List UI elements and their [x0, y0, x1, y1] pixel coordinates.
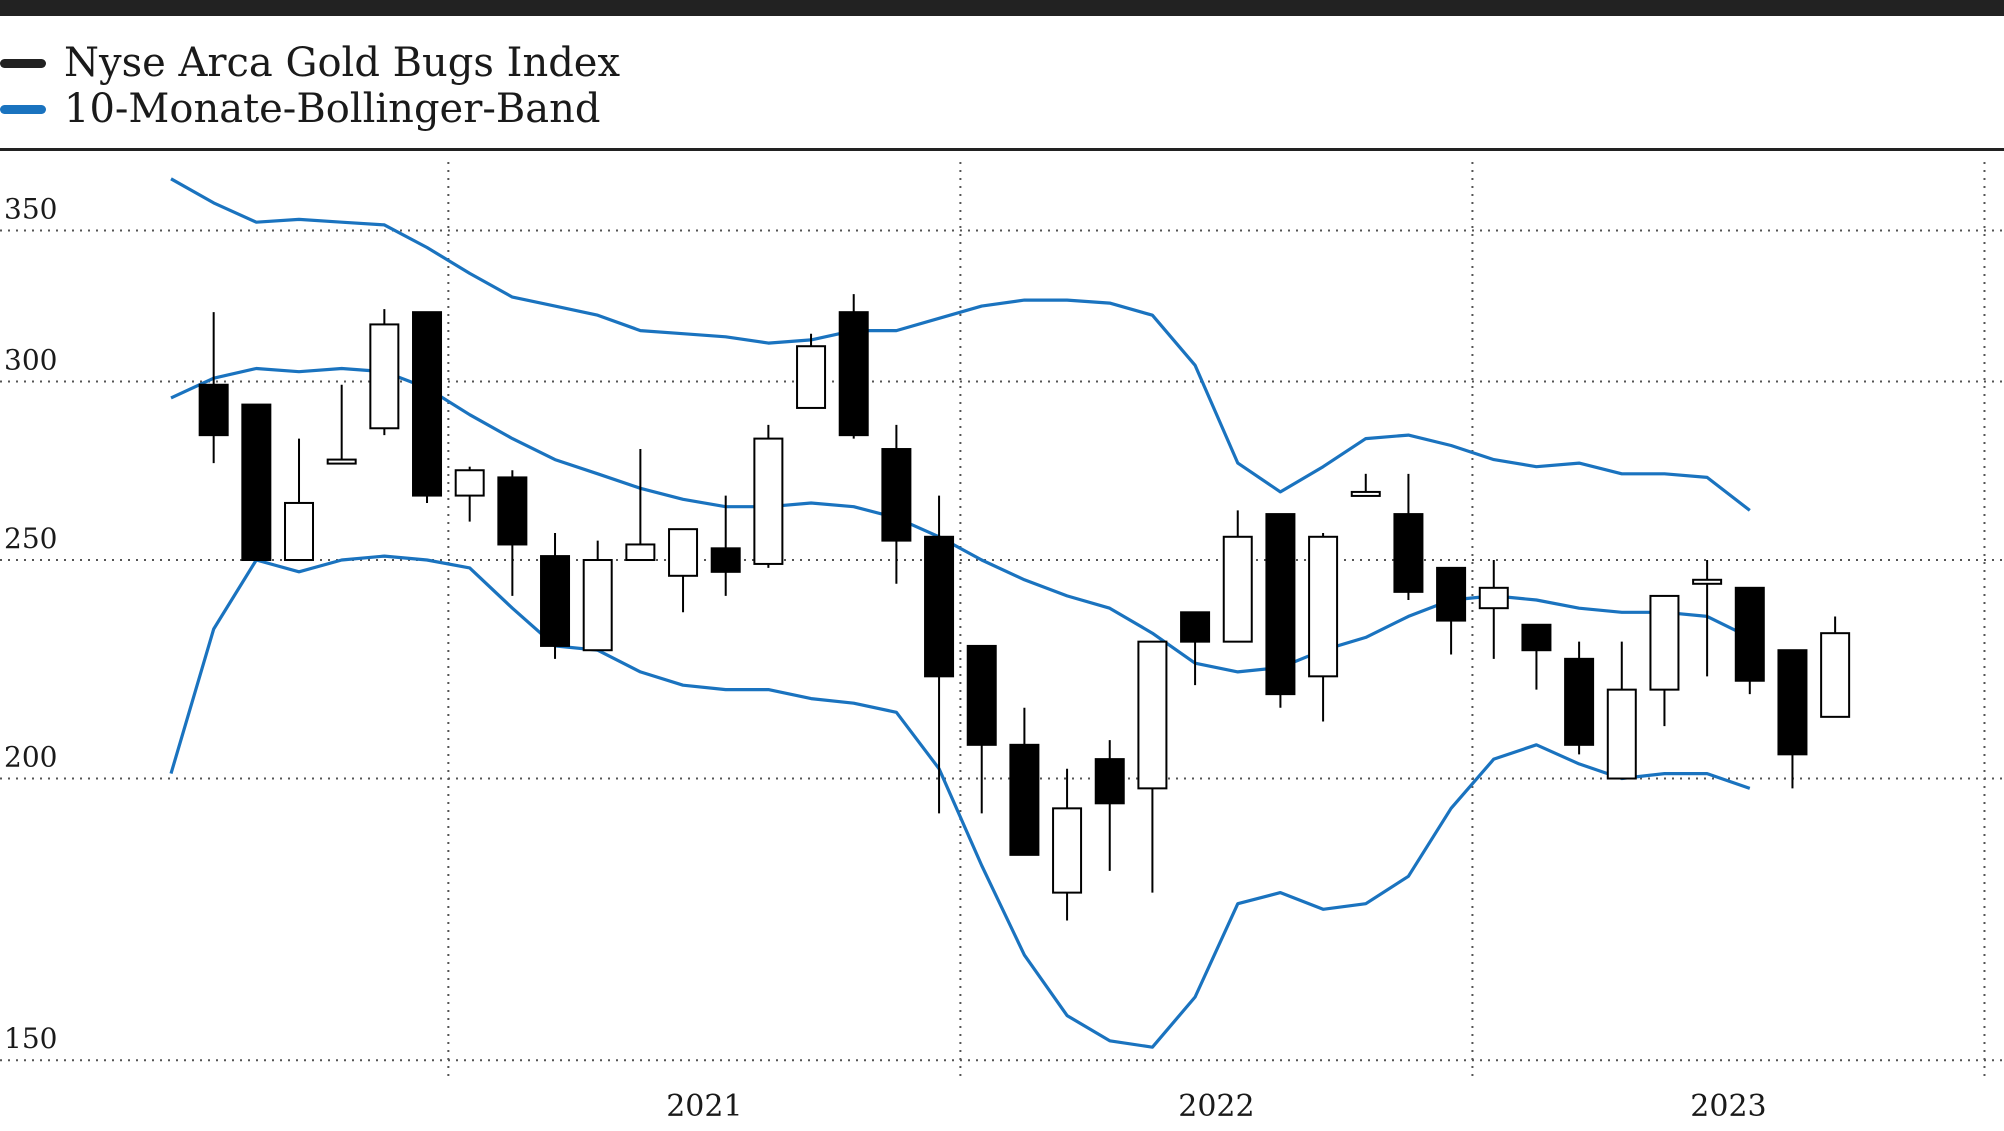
candle-body — [1777, 649, 1808, 756]
candle-body — [1137, 640, 1168, 790]
chart-legend: Nyse Arca Gold Bugs Index 10-Monate-Boll… — [0, 40, 620, 132]
candle-body — [1308, 535, 1339, 678]
candle-body — [838, 311, 869, 437]
candle-body — [1350, 490, 1381, 497]
legend-swatch-bollinger — [0, 104, 46, 114]
y-tick-label: 150 — [4, 1022, 57, 1055]
bollinger-upper-line — [170, 177, 1751, 512]
candle-body — [966, 644, 997, 746]
candle-body — [369, 323, 400, 430]
candle-body — [924, 535, 955, 678]
x-tick-label: 2023 — [1690, 1089, 1766, 1124]
candle-body — [796, 345, 827, 409]
candle-body — [1094, 758, 1125, 805]
candle-body — [326, 458, 357, 465]
candle-body — [668, 528, 699, 577]
candle-body — [1180, 611, 1211, 643]
y-tick-label: 200 — [4, 741, 57, 774]
candle-body — [1222, 535, 1253, 643]
candle-body — [454, 469, 485, 497]
y-tick-label: 300 — [4, 343, 57, 376]
candle-body — [710, 547, 741, 573]
candle-body — [1606, 688, 1637, 780]
bollinger-lower-line — [169, 554, 1751, 1049]
x-tick-label: 2021 — [666, 1089, 742, 1124]
candle-body — [1478, 586, 1509, 610]
legend-item-index: Nyse Arca Gold Bugs Index — [0, 40, 620, 86]
legend-swatch-index — [0, 58, 46, 68]
legend-item-bollinger: 10-Monate-Bollinger-Band — [0, 86, 620, 132]
candle-body — [1734, 586, 1765, 682]
legend-label-index: Nyse Arca Gold Bugs Index — [64, 40, 621, 86]
candle-body — [1436, 566, 1467, 622]
candle-body — [497, 476, 528, 546]
candle-body — [582, 559, 613, 652]
candle-body — [1265, 513, 1296, 696]
candle-body — [753, 437, 784, 565]
candle-body — [1009, 743, 1040, 856]
candle-body — [198, 383, 229, 437]
candle-body — [1820, 632, 1851, 718]
legend-label-bollinger: 10-Monate-Bollinger-Band — [64, 86, 601, 132]
candle-body — [540, 555, 571, 647]
candle-body — [412, 311, 443, 497]
candle-body — [1393, 513, 1424, 593]
y-tick-label: 350 — [4, 193, 57, 226]
candle-body — [881, 448, 912, 542]
candle-body — [1564, 657, 1595, 746]
y-tick-label: 250 — [4, 522, 57, 555]
legend-divider — [0, 148, 2004, 151]
candle-body — [1649, 594, 1680, 691]
candle-body — [625, 543, 656, 562]
top-bar — [0, 0, 2004, 16]
candle-body — [241, 403, 272, 562]
candle-body — [1692, 578, 1723, 585]
x-tick-label: 2022 — [1178, 1089, 1254, 1124]
candle-body — [1052, 807, 1083, 894]
candle-body — [1521, 623, 1552, 652]
candle-body — [284, 501, 315, 562]
